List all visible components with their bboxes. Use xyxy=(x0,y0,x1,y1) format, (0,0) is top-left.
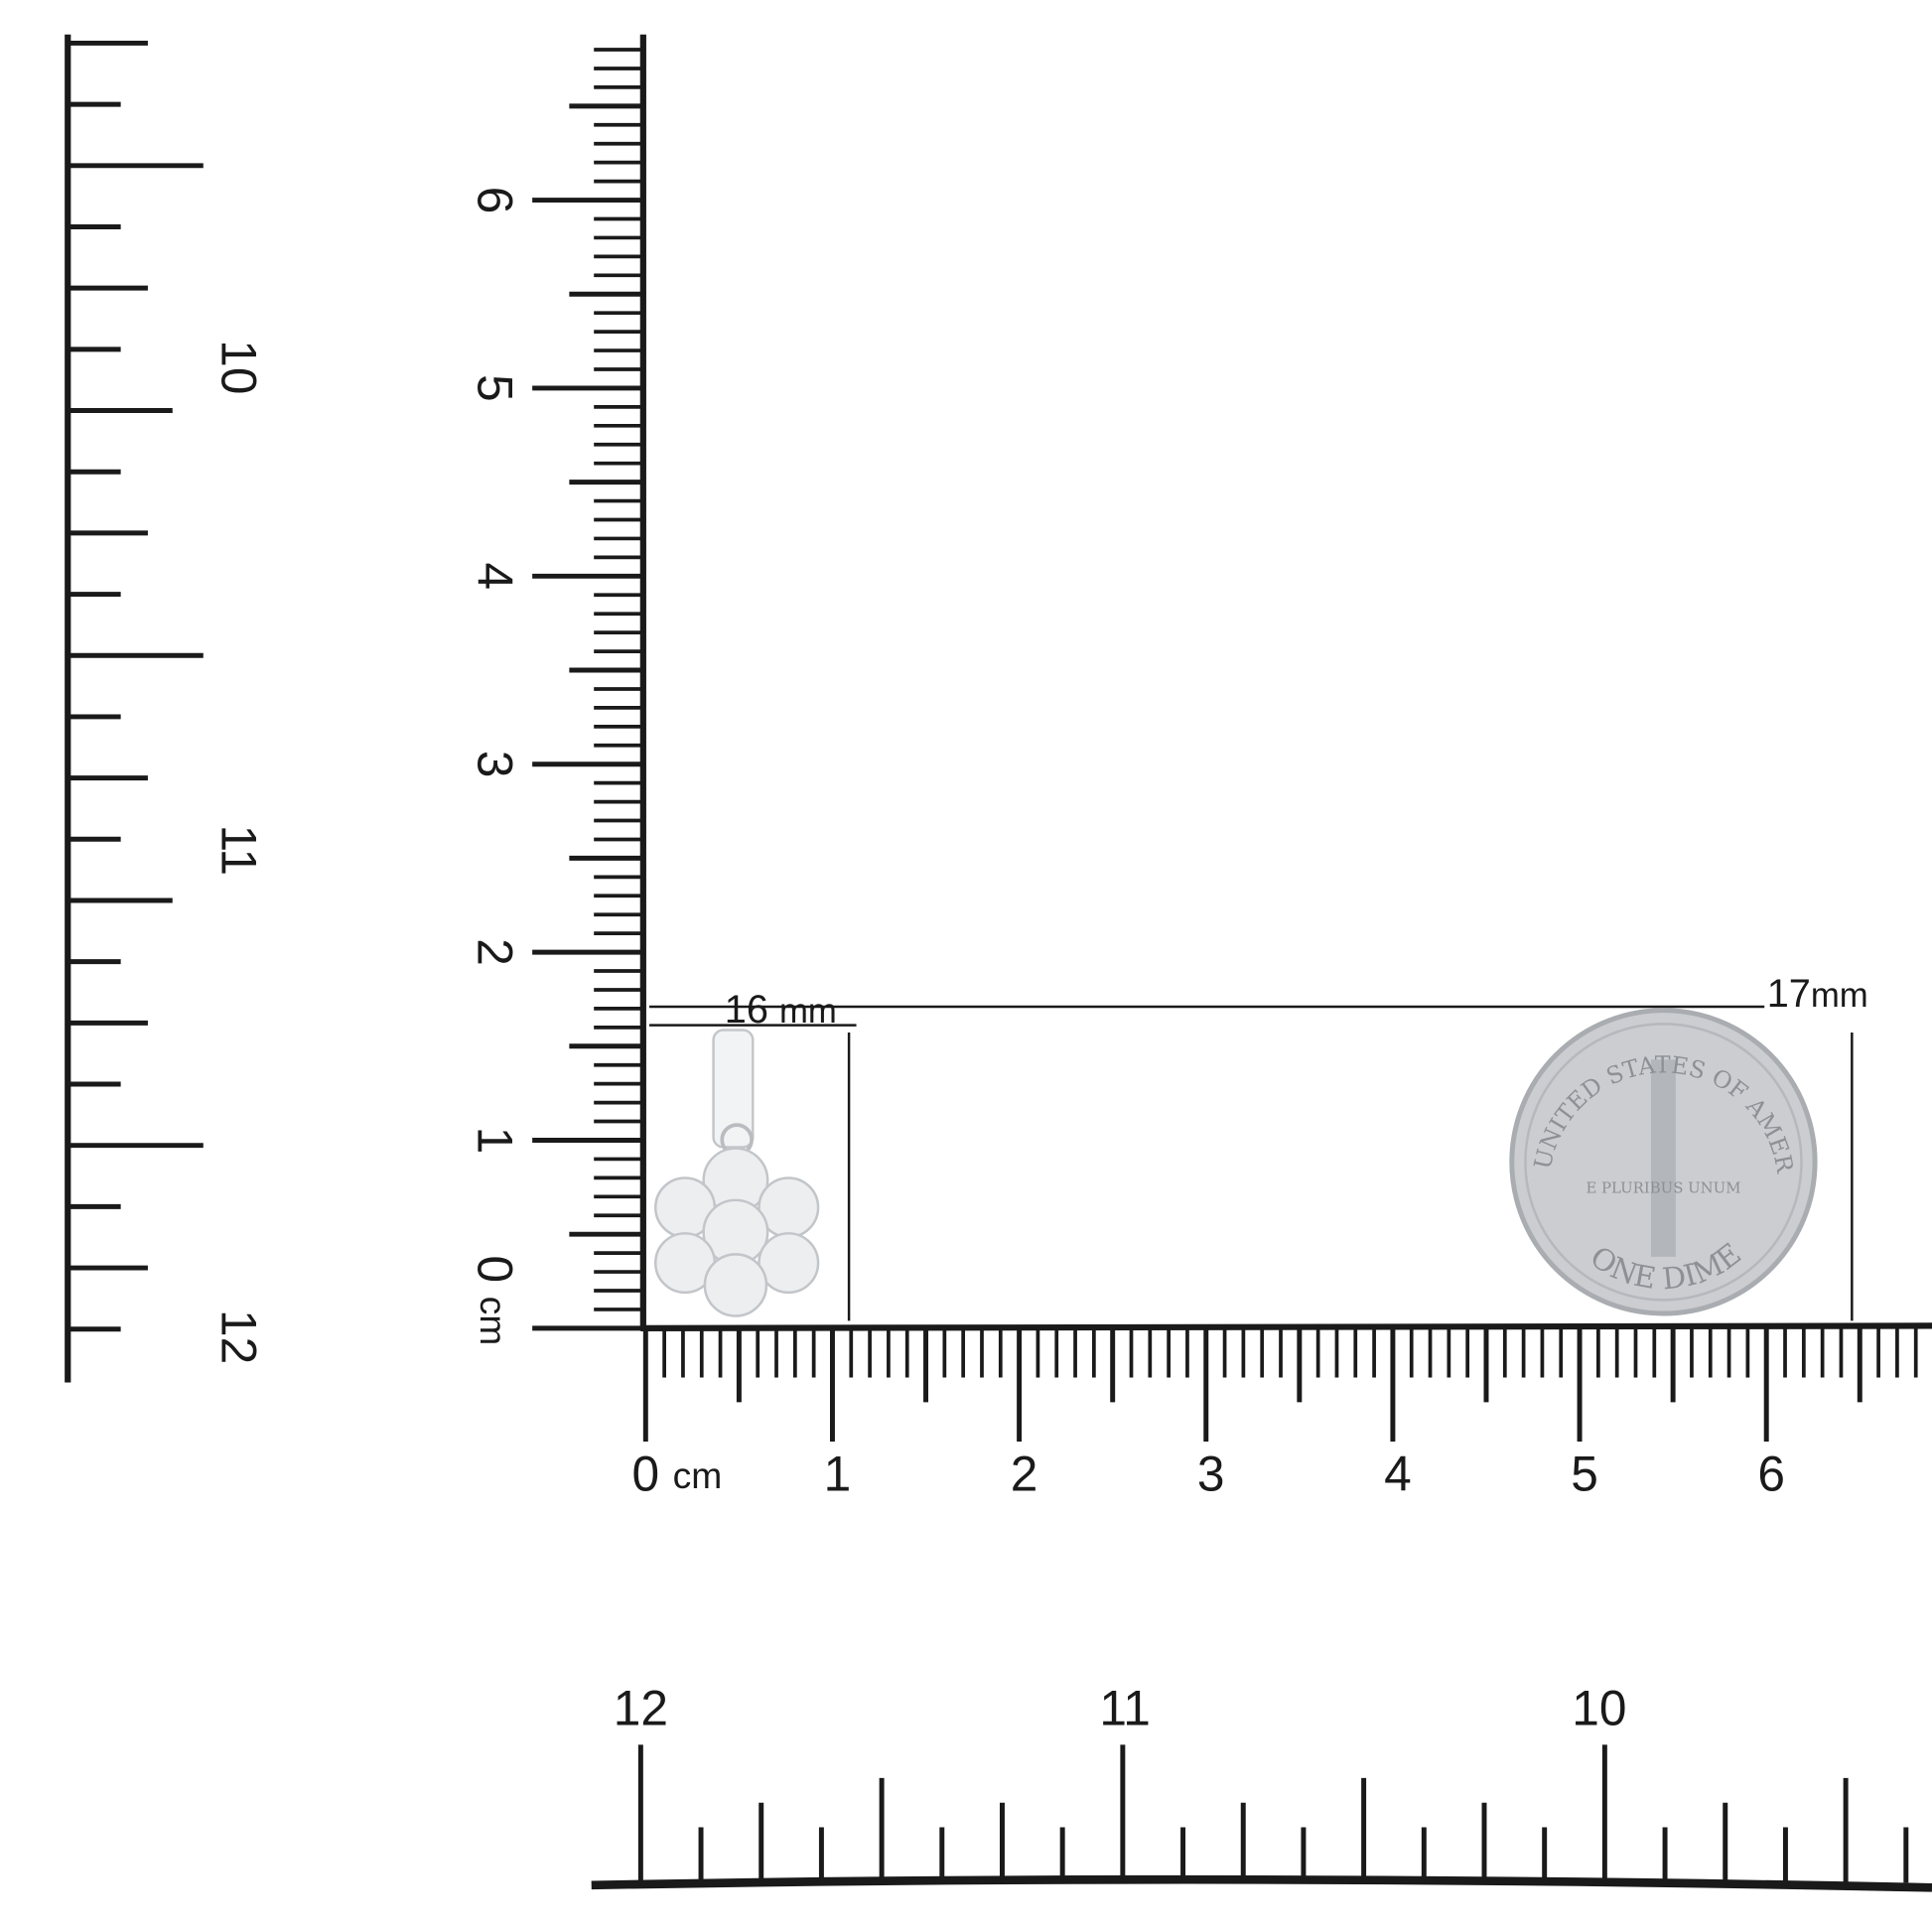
ruler-unit-label: cm xyxy=(673,1454,723,1496)
pendant-measurement: 16 mm xyxy=(649,988,857,1321)
horizontal-cm-ruler: 0 1 2 3 4 5 6 cm xyxy=(632,1322,1932,1502)
ruler-unit-label: cm xyxy=(473,1297,514,1346)
coin-top-text: UNITED STATES OF AMERICA xyxy=(0,0,1799,1176)
ruler-edge xyxy=(640,1322,1932,1331)
pendant-size-label: 16 mm xyxy=(725,988,837,1032)
ruler-label: 6 xyxy=(468,187,523,214)
ruler-label: 3 xyxy=(1197,1447,1225,1502)
pendant-image xyxy=(654,1029,820,1317)
dime-coin-image: UNITED STATES OF AMERICA ONE DIME E PLUR… xyxy=(0,0,1818,1316)
ruler-label: 11 xyxy=(210,825,266,877)
ruler-label: 10 xyxy=(1572,1681,1626,1736)
coin-motto: E PLURIBUS UNUM xyxy=(1586,1178,1740,1196)
coin-size-label: 17mm xyxy=(1767,972,1868,1016)
ruler-edge xyxy=(591,1874,1932,1892)
ruler-label: 1 xyxy=(468,1127,523,1155)
ruler-label: 4 xyxy=(468,563,523,591)
ruler-label: 0 xyxy=(632,1447,660,1502)
ruler-label: 6 xyxy=(1757,1447,1785,1502)
ruler-label: 4 xyxy=(1384,1447,1412,1502)
coin-measurement: 17mm xyxy=(649,972,1868,1321)
ruler-label: 5 xyxy=(1571,1447,1598,1502)
bottom-inch-ruler: 12 11 10 xyxy=(591,1681,1932,1892)
ruler-label: 2 xyxy=(1011,1447,1038,1502)
ruler-label: 5 xyxy=(468,374,523,402)
ruler-label: 1 xyxy=(824,1447,852,1502)
ruler-label: 3 xyxy=(468,751,523,778)
ruler-label: 12 xyxy=(210,1310,266,1364)
ruler-label: 11 xyxy=(1099,1681,1151,1736)
ruler-label: 2 xyxy=(468,938,523,966)
ruler-label: 12 xyxy=(614,1681,668,1736)
left-inch-ruler: 10 11 12 xyxy=(65,34,266,1383)
ruler-label: 0 xyxy=(468,1255,523,1283)
ruler-label: 10 xyxy=(210,340,266,394)
vertical-cm-ruler: 0 1 2 3 4 5 6 cm xyxy=(468,34,646,1346)
